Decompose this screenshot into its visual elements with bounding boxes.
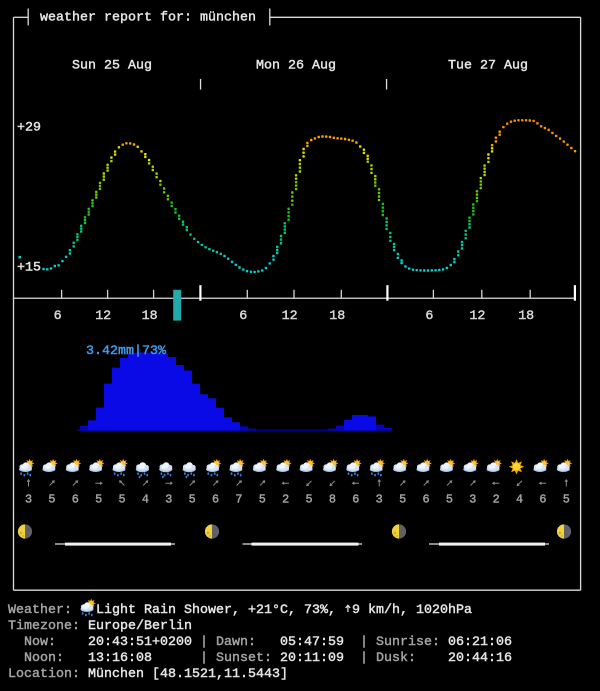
svg-text:Europe/Berlin: Europe/Berlin (88, 619, 192, 634)
svg-text:4: 4 (516, 492, 523, 506)
svg-text:5: 5 (189, 492, 196, 506)
svg-text:3: 3 (25, 492, 32, 506)
svg-text:5: 5 (399, 492, 406, 506)
svg-text:9 km/h, 1020hPa: 9 km/h, 1020hPa (352, 603, 472, 618)
svg-text:5: 5 (306, 492, 313, 506)
svg-text:05:47:59: 05:47:59 (280, 635, 344, 650)
svg-text:3: 3 (469, 492, 476, 506)
svg-text:Location:: Location: (8, 667, 80, 682)
svg-text:20:11:09: 20:11:09 (280, 651, 344, 666)
svg-text:5: 5 (48, 492, 55, 506)
svg-text:Sunset:: Sunset: (216, 651, 272, 666)
svg-text:18: 18 (518, 309, 534, 324)
svg-text:Weather:: Weather: (8, 603, 72, 618)
svg-text:12: 12 (282, 309, 298, 324)
svg-text:Tue 27 Aug: Tue 27 Aug (448, 59, 528, 74)
svg-text:8: 8 (329, 492, 336, 506)
svg-text:3: 3 (376, 492, 383, 506)
svg-text:6: 6 (425, 309, 433, 324)
svg-text:3: 3 (165, 492, 172, 506)
svg-text:12: 12 (95, 309, 111, 324)
svg-text:13:16:08: 13:16:08 (88, 651, 152, 666)
svg-text:Light Rain Shower, +21°C, 73%,: Light Rain Shower, +21°C, 73%, (96, 603, 336, 618)
svg-text:weather report for: münchen: weather report for: münchen (40, 11, 256, 26)
svg-text:6: 6 (212, 492, 219, 506)
svg-text:2: 2 (493, 492, 500, 506)
svg-text:3.42mm|73%: 3.42mm|73% (86, 344, 166, 359)
svg-text:6: 6 (422, 492, 429, 506)
svg-text:2: 2 (282, 492, 289, 506)
svg-text:06:21:06: 06:21:06 (448, 635, 512, 650)
svg-text:+29: +29 (17, 121, 41, 136)
svg-text:7: 7 (235, 492, 242, 506)
svg-text:Dawn:: Dawn: (216, 635, 256, 650)
svg-text:5: 5 (95, 492, 102, 506)
svg-text:|: | (360, 635, 368, 650)
svg-text:Noon:: Noon: (24, 651, 64, 666)
svg-text:20:44:16: 20:44:16 (448, 651, 512, 666)
svg-text:+15: +15 (17, 261, 41, 276)
svg-text:Mon 26 Aug: Mon 26 Aug (256, 59, 336, 74)
svg-text:Timezone:: Timezone: (8, 619, 80, 634)
svg-text:München [48.1521,11.5443]: München [48.1521,11.5443] (88, 667, 288, 682)
svg-text:6: 6 (352, 492, 359, 506)
svg-text:20:43:51+0200: 20:43:51+0200 (88, 635, 192, 650)
svg-text:|: | (200, 635, 208, 650)
svg-text:|: | (200, 651, 208, 666)
svg-text:Now:: Now: (24, 635, 56, 650)
svg-text:6: 6 (54, 309, 62, 324)
svg-text:5: 5 (118, 492, 125, 506)
svg-text:Sunrise:: Sunrise: (376, 635, 440, 650)
svg-text:4: 4 (142, 492, 149, 506)
svg-text:18: 18 (329, 309, 345, 324)
svg-text:6: 6 (539, 492, 546, 506)
svg-text:5: 5 (259, 492, 266, 506)
svg-text:5: 5 (563, 492, 570, 506)
svg-text:|: | (360, 651, 368, 666)
svg-text:Sun 25 Aug: Sun 25 Aug (72, 59, 152, 74)
svg-text:Dusk:: Dusk: (376, 651, 416, 666)
svg-text:12: 12 (469, 309, 485, 324)
svg-text:6: 6 (239, 309, 247, 324)
svg-text:18: 18 (142, 309, 158, 324)
svg-text:6: 6 (72, 492, 79, 506)
svg-text:5: 5 (446, 492, 453, 506)
